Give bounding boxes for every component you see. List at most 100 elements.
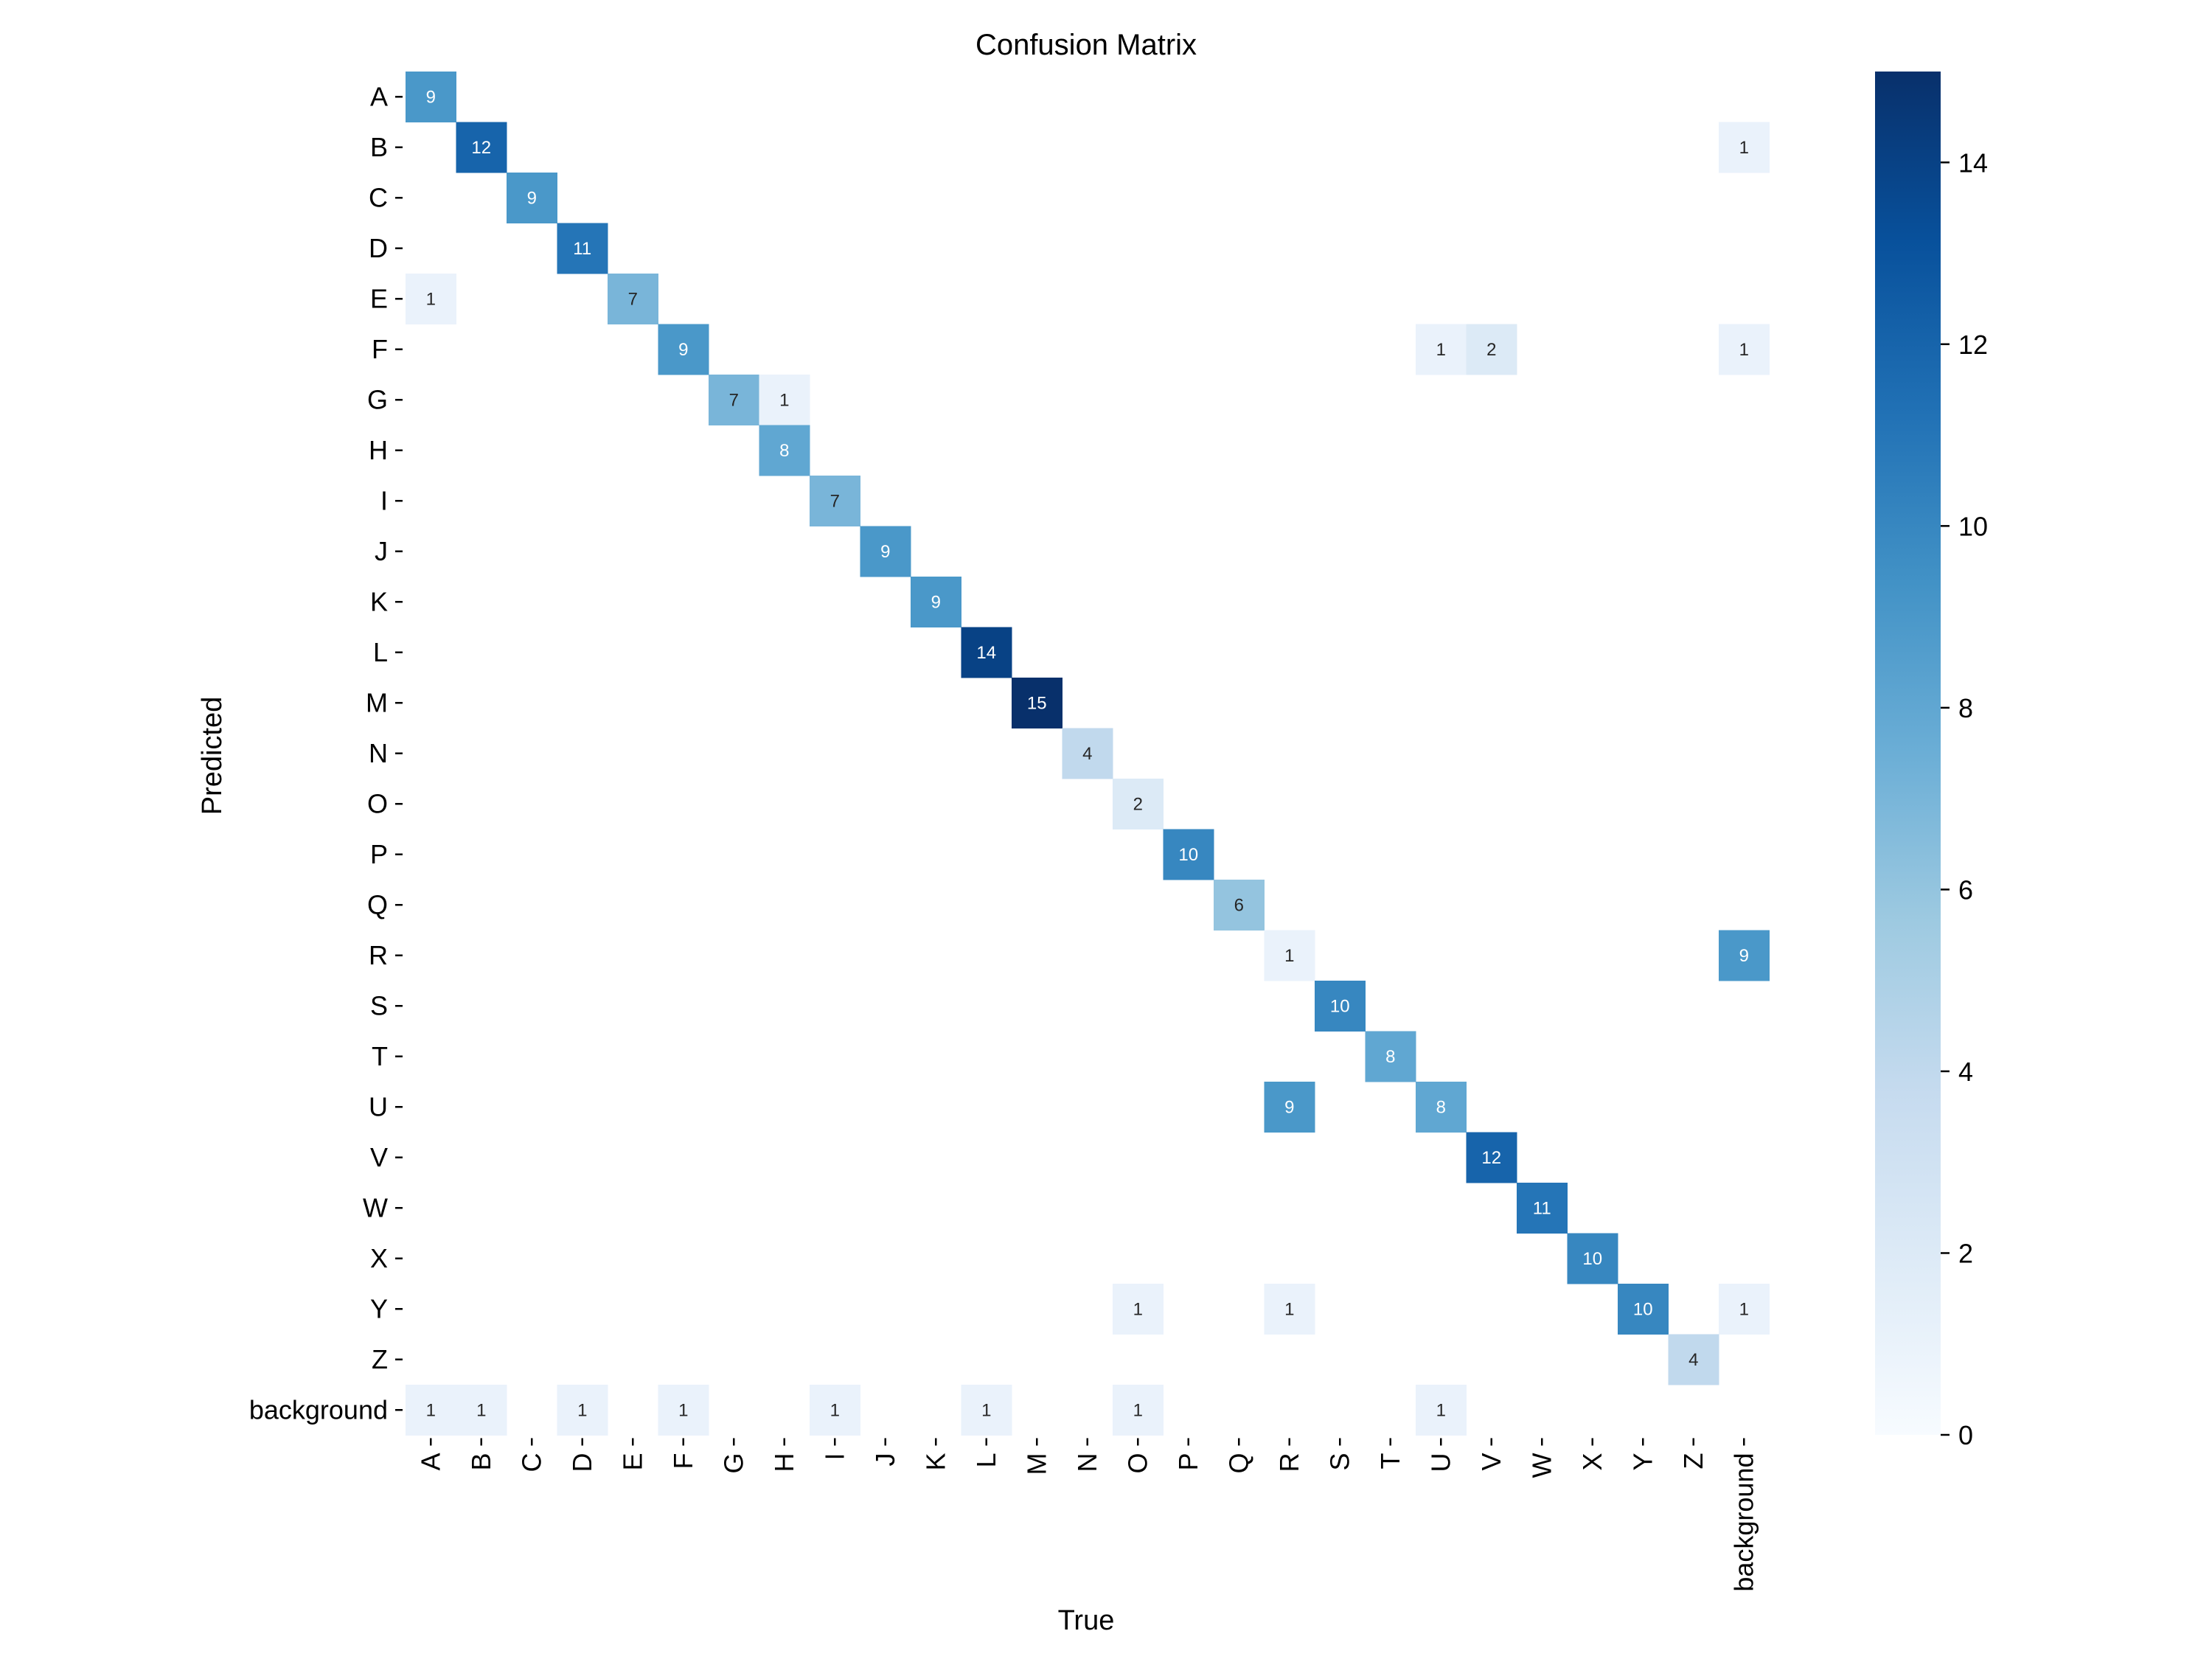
x-tick-label: M	[1021, 1453, 1051, 1475]
heatmap-cell	[1163, 829, 1214, 880]
heatmap-cell	[1113, 1284, 1164, 1335]
colorbar-tick-label: 10	[1958, 511, 1988, 541]
heatmap-cell-label: 1	[830, 1400, 840, 1420]
heatmap-cell	[759, 425, 810, 476]
heatmap-cell-label: 9	[931, 592, 941, 612]
heatmap-cell-label: 11	[1533, 1198, 1551, 1218]
heatmap-cell	[1264, 1082, 1315, 1133]
y-tick-label: R	[369, 940, 388, 970]
heatmap-cell	[658, 1385, 709, 1436]
heatmap-cell	[860, 526, 911, 577]
y-tick-label: M	[366, 687, 388, 717]
y-tick-label: X	[370, 1243, 388, 1273]
y-tick-label: U	[369, 1091, 388, 1121]
heatmap-cell-label: 9	[1284, 1097, 1294, 1117]
heatmap-cell-label: 1	[1436, 1400, 1446, 1420]
x-tick-label: Q	[1223, 1453, 1253, 1474]
heatmap-cell	[961, 1385, 1012, 1436]
x-tick-label: J	[870, 1453, 900, 1467]
y-tick-label: H	[369, 435, 388, 465]
colorbar-tick-label: 2	[1958, 1238, 1973, 1268]
x-tick-label: A	[415, 1453, 445, 1471]
heatmap-cell-label: 2	[1133, 794, 1143, 814]
y-tick-label: N	[369, 738, 388, 768]
heatmap-cell	[810, 476, 860, 526]
y-tick-label: E	[370, 283, 388, 313]
heatmap-cell	[1416, 1082, 1467, 1133]
heatmap-cell	[1719, 324, 1770, 375]
heatmap-cell-label: 10	[1330, 996, 1350, 1016]
heatmap-cell-label: 7	[729, 390, 739, 410]
heatmap-cell	[557, 223, 608, 274]
heatmap-cell-label: 1	[1284, 1299, 1294, 1319]
x-tick-label: background	[1728, 1453, 1759, 1592]
heatmap-cell	[1416, 324, 1467, 375]
heatmap-cell-label: 1	[1739, 1299, 1749, 1319]
heatmap-cell-label: 7	[628, 289, 638, 309]
heatmap-cell	[759, 375, 810, 425]
heatmap-cell-label: 1	[426, 289, 436, 309]
heatmap-cell-label: 8	[1385, 1047, 1395, 1067]
y-tick-label: B	[370, 132, 388, 162]
colorbar-tick-label: 6	[1958, 874, 1973, 905]
y-tick-label: Y	[370, 1293, 388, 1324]
x-tick-label: P	[1173, 1453, 1203, 1471]
heatmap-cell	[1719, 122, 1770, 173]
heatmap-cell	[1264, 930, 1315, 981]
heatmap-cell-label: 1	[1133, 1299, 1143, 1319]
x-tick-label: D	[567, 1453, 597, 1472]
colorbar-tick-label: 4	[1958, 1057, 1973, 1087]
heatmap-cell-label: 12	[1481, 1148, 1501, 1168]
heatmap-cell-label: 1	[426, 1400, 436, 1420]
heatmap-cell	[1315, 981, 1366, 1032]
heatmap-cell	[1012, 678, 1062, 728]
heatmap-cell	[1517, 1183, 1568, 1234]
heatmap-cell	[1062, 728, 1113, 779]
heatmap-cell	[1719, 930, 1770, 981]
heatmap-cell-label: 1	[1284, 946, 1294, 966]
heatmap-cell	[1618, 1284, 1669, 1335]
x-tick-label: T	[1375, 1453, 1405, 1470]
y-tick-label: O	[367, 788, 388, 818]
heatmap-cell-label: 15	[1027, 693, 1047, 713]
y-tick-label: P	[370, 839, 388, 869]
heatmap-cell	[1113, 1385, 1164, 1436]
heatmap-cell-label: 11	[573, 239, 591, 259]
y-tick-label: V	[370, 1142, 388, 1172]
heatmap-cell	[1719, 1284, 1770, 1335]
x-tick-label: Z	[1678, 1453, 1708, 1470]
heatmap-cell-label: 7	[830, 491, 840, 511]
x-tick-label: W	[1526, 1453, 1557, 1478]
heatmap-cell	[1567, 1233, 1618, 1284]
y-tick-label: G	[367, 384, 388, 414]
y-tick-label: F	[372, 334, 388, 364]
colorbar-tick-label: 12	[1958, 330, 1988, 360]
heatmap-cell-label: 4	[1688, 1350, 1698, 1370]
y-tick-label: background	[249, 1394, 388, 1425]
heatmap-cell-label: 6	[1234, 895, 1244, 915]
x-tick-label: F	[668, 1453, 698, 1470]
heatmap-cell-label: 4	[1082, 744, 1092, 764]
colorbar-ticks: 0 2 4 6 8 10 12 14	[1941, 147, 1988, 1450]
y-tick-label: S	[370, 990, 388, 1020]
x-tick-label: R	[1274, 1453, 1304, 1472]
heatmap-cell	[608, 274, 658, 324]
heatmap-cell-label: 1	[678, 1400, 688, 1420]
y-tick-label: T	[372, 1041, 388, 1071]
heatmap-cell	[961, 627, 1012, 678]
x-tick-label: N	[1072, 1453, 1102, 1472]
heatmap-cell	[1214, 880, 1265, 931]
y-axis-label: Predicted	[197, 697, 228, 815]
heatmap-cell-label: 10	[1582, 1249, 1602, 1269]
heatmap-cell-label: 9	[527, 188, 537, 208]
heatmap-cell-label: 9	[880, 542, 890, 562]
heatmap-cell-label: 2	[1486, 340, 1496, 360]
heatmap-cell-label: 8	[779, 441, 789, 461]
x-tick-label: X	[1577, 1453, 1607, 1471]
heatmap-cell	[1668, 1334, 1719, 1385]
heatmap-cell	[456, 122, 507, 173]
x-tick-label: G	[718, 1453, 748, 1474]
x-tick-label: S	[1324, 1453, 1354, 1471]
heatmap-cell	[709, 375, 759, 425]
